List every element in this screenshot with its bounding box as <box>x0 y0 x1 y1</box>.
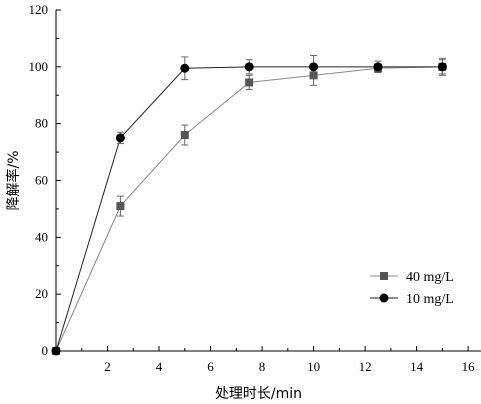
y-tick-label: 120 <box>29 2 49 17</box>
y-tick-label: 100 <box>29 59 49 74</box>
data-point <box>309 62 319 72</box>
legend-label: 40 mg/L <box>406 270 454 285</box>
data-point <box>115 133 125 143</box>
series-0 <box>52 59 447 355</box>
data-point <box>437 62 447 72</box>
legend: 40 mg/L 10 mg/L <box>370 270 454 307</box>
data-point <box>373 62 383 72</box>
legend-marker <box>380 272 388 280</box>
legend-marker <box>379 293 389 303</box>
legend-item-1: 10 mg/L <box>370 292 454 307</box>
series-line <box>55 66 443 352</box>
y-axis-title: 降解率/% <box>5 150 22 210</box>
x-axis-title: 处理时长/min <box>215 386 302 402</box>
x-ticks: 2 4 6 8 10 12 14 16 <box>81 346 476 374</box>
x-tick-label: 6 <box>207 359 214 374</box>
y-tick-label: 40 <box>35 229 48 244</box>
y-tick-label: 20 <box>35 286 48 301</box>
legend-label: 10 mg/L <box>406 292 454 307</box>
y-tick-label: 80 <box>35 116 48 131</box>
data-point <box>116 202 125 211</box>
x-tick-label: 10 <box>307 359 320 374</box>
y-tick-label: 0 <box>42 343 49 358</box>
x-tick-label: 14 <box>410 359 424 374</box>
series-1 <box>51 54 447 356</box>
series-line <box>55 66 443 352</box>
legend-item-0: 40 mg/L <box>370 270 454 285</box>
data-point <box>244 62 254 72</box>
data-point <box>245 78 254 87</box>
data-point <box>180 63 190 73</box>
y-ticks: 0 20 40 60 80 100 120 <box>29 2 61 358</box>
x-tick-label: 12 <box>359 359 372 374</box>
data-point <box>51 346 61 356</box>
x-tick-label: 4 <box>156 359 163 374</box>
data-point <box>180 131 189 140</box>
x-tick-label: 16 <box>462 359 476 374</box>
y-tick-label: 60 <box>35 173 48 188</box>
series-layer <box>51 54 447 356</box>
x-tick-label: 8 <box>259 359 266 374</box>
x-tick-label: 2 <box>104 359 111 374</box>
